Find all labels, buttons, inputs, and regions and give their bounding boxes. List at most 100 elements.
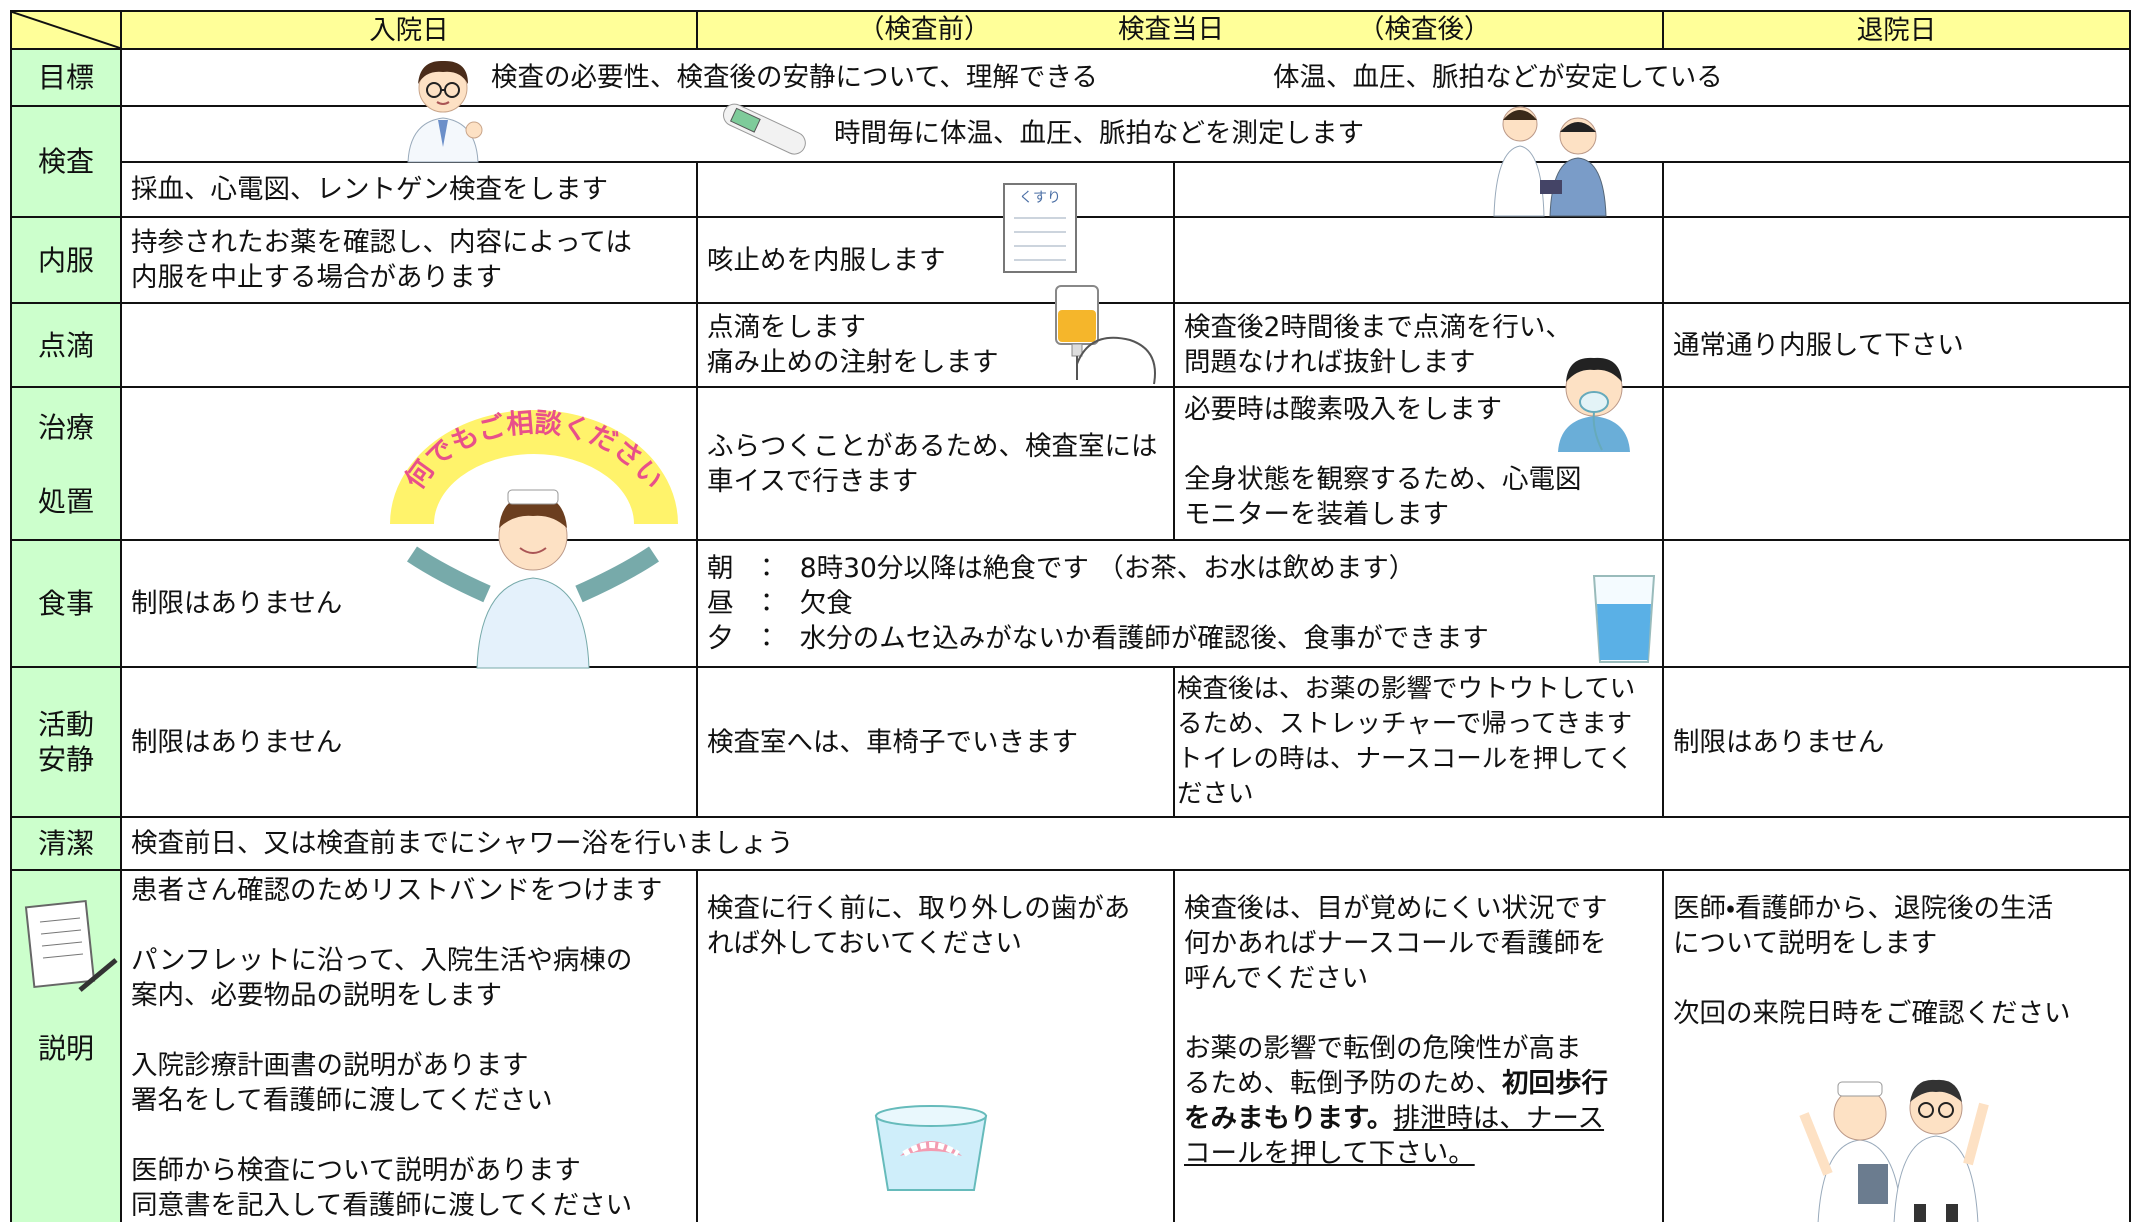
cell bbox=[1662, 386, 2131, 541]
water-glass-illustration bbox=[1592, 575, 1656, 663]
illustration-part bbox=[78, 958, 118, 992]
cell: 検査室へは、車椅子でいきます bbox=[696, 666, 1175, 818]
bag-label: くすり bbox=[1019, 190, 1061, 206]
illustration-part bbox=[1946, 1204, 1958, 1222]
cell bbox=[1662, 161, 2131, 218]
row-label: 点滴 bbox=[10, 302, 122, 388]
exam-text: 時間毎に体温、血圧、脈拍などを測定します bbox=[834, 118, 1364, 149]
cell: 検査後は、目が覚めにくい状況です 何かあればナースコールで看護師を 呼んでくださ… bbox=[1173, 869, 1664, 1222]
nurse-illustration: 何でもご相談ください bbox=[390, 408, 678, 669]
illustration-part bbox=[1858, 1164, 1888, 1204]
doctor-illustration bbox=[407, 60, 483, 163]
nurse-patient-illustration bbox=[1493, 106, 1607, 217]
row-label: 食事 bbox=[10, 539, 122, 668]
label-text: 処置 bbox=[37, 485, 94, 518]
label-text: 食事 bbox=[37, 587, 94, 620]
illustration-part bbox=[1893, 1135, 1979, 1222]
underlined-text: 排泄時は、ナース コールを押して下さい。 bbox=[1184, 1103, 1605, 1169]
cell: 通常通り内服して下さい bbox=[1662, 302, 2131, 388]
bold-text: 初回歩行 をみまもります。 bbox=[1184, 1068, 1608, 1134]
medicine-bag-illustration: くすり bbox=[1003, 183, 1077, 273]
label-text: 説明 bbox=[37, 1032, 94, 1065]
oxygen-patient-illustration bbox=[1558, 357, 1630, 452]
label-text: 清潔 bbox=[37, 827, 94, 860]
row-label: 検査 bbox=[10, 105, 122, 218]
header-cell: 入院日 bbox=[120, 10, 698, 50]
cell-text: 点滴をします 痛み止めの注射をします bbox=[707, 312, 999, 378]
illustration-part bbox=[1963, 1102, 1989, 1166]
illustration-part bbox=[1058, 310, 1096, 342]
cell bbox=[696, 161, 1175, 218]
illustration-part bbox=[1910, 1079, 1962, 1102]
illustration-part bbox=[900, 1141, 962, 1156]
cell-text: 次回の来院日時をご確認ください bbox=[1673, 998, 2071, 1029]
label-text: 内服 bbox=[37, 243, 94, 277]
illustration-part bbox=[465, 121, 483, 139]
cell: 制限はありません bbox=[1662, 666, 2131, 818]
illustration-part bbox=[723, 103, 806, 155]
illustration-part bbox=[1914, 1204, 1926, 1222]
cell bbox=[1173, 216, 1664, 304]
illustration-part bbox=[875, 1105, 987, 1127]
label-text: 治療 bbox=[37, 411, 94, 444]
cell-text: 咳止めを内服します bbox=[707, 244, 946, 276]
cell-text: ふらつくことがあるため、検査室には 車イスで行きます bbox=[707, 430, 1158, 497]
illustration-part bbox=[1938, 1102, 1954, 1118]
cell: ふらつくことがあるため、検査室には 車イスで行きます bbox=[696, 386, 1175, 541]
label-text: 点滴 bbox=[37, 328, 94, 362]
header-cell: 退院日 bbox=[1662, 10, 2131, 50]
header-text: （検査後） bbox=[1358, 14, 1491, 45]
illustration-part bbox=[575, 546, 659, 603]
cell-text: 検査後は、目が覚めにくい状況です 何かあればナースコールで看護師を 呼んでくださ… bbox=[1184, 893, 1608, 994]
cell-text: 入院診療計画書の説明があります 署名をして看護師に渡してください bbox=[131, 1050, 553, 1116]
cell-text: 検査後は、お薬の影響でウトウトしてい るため、ストレッチャーで帰ってきます トイ… bbox=[1177, 674, 1636, 809]
header-text: 検査当日 bbox=[1118, 14, 1224, 45]
illustration-part bbox=[41, 941, 83, 947]
illustration-part bbox=[1503, 110, 1537, 120]
iv-drip-illustration bbox=[1055, 285, 1156, 385]
illustration-part bbox=[390, 410, 678, 525]
cell: 検査後2時間後まで点滴を行い、 問題なければ抜針します bbox=[1173, 302, 1664, 388]
illustration-part bbox=[1579, 391, 1609, 413]
illustration-part bbox=[1540, 180, 1562, 194]
illustration-part bbox=[418, 60, 468, 84]
cell bbox=[120, 302, 698, 388]
illustration-part bbox=[407, 546, 491, 603]
denture-illustration bbox=[874, 1105, 988, 1191]
cell-text: 医師・看護師から、退院後の生活 について説明をします bbox=[1673, 893, 2054, 959]
illustration-part bbox=[507, 489, 559, 505]
cell-text: 検査室へは、車椅子でいきます bbox=[707, 726, 1078, 758]
cell: 患者さん確認のためリストバンドをつけます パンフレットに沿って、入院生活や病棟の… bbox=[120, 869, 698, 1222]
illustration-part bbox=[1597, 604, 1651, 660]
document-illustration bbox=[24, 899, 118, 992]
cell-text: 制限はありません bbox=[131, 588, 343, 619]
illustration-part bbox=[519, 547, 547, 554]
header-text: 入院日 bbox=[369, 14, 449, 46]
diagonal bbox=[12, 12, 120, 48]
illustration-part bbox=[902, 1142, 960, 1157]
goal-text: 体温、血圧、脈拍などが安定している bbox=[1273, 62, 1723, 93]
cell-text: 制限はありません bbox=[131, 726, 343, 758]
illustration-part bbox=[723, 103, 806, 155]
cell-text: 制限はありません bbox=[1673, 726, 1885, 758]
cell: 医師・看護師から、退院後の生活 について説明をします 次回の来院日時をご確認くだ… bbox=[1662, 869, 2131, 1222]
cell bbox=[1662, 539, 2131, 668]
row-label: 内服 bbox=[10, 216, 122, 304]
cell-text: お薬の影響で転倒の危険性が高ま るため、転倒予防のため、初回歩行 をみまもります… bbox=[1184, 1031, 1653, 1171]
goal-text: 検査の必要性、検査後の安静について、理解できる bbox=[491, 62, 1098, 93]
cell-text: 検査に行く前に、取り外しの歯があ れば外しておいてください bbox=[707, 893, 1131, 959]
illustration-part bbox=[1837, 1081, 1883, 1097]
illustration-part bbox=[1071, 343, 1083, 357]
thermometer-illustration bbox=[723, 103, 806, 155]
illustration-part bbox=[1558, 416, 1630, 452]
corner-cell bbox=[10, 10, 122, 50]
cell: 採血、心電図、レントゲン検査をします bbox=[120, 161, 698, 218]
cell bbox=[1662, 216, 2131, 304]
label-text: 目標 bbox=[37, 61, 94, 94]
row-label: 治療 処置 bbox=[10, 386, 122, 541]
illustration-part bbox=[438, 120, 448, 147]
illustration-part bbox=[1799, 1112, 1833, 1176]
row-label: 目標 bbox=[10, 48, 122, 107]
